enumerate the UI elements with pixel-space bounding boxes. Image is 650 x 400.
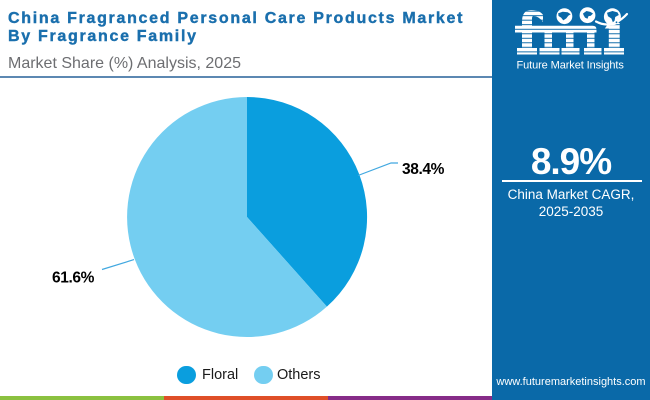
svg-text:Future Market Insights: Future Market Insights <box>517 60 625 72</box>
svg-text:61.6%: 61.6% <box>52 270 95 287</box>
svg-text:38.4%: 38.4% <box>402 161 445 178</box>
